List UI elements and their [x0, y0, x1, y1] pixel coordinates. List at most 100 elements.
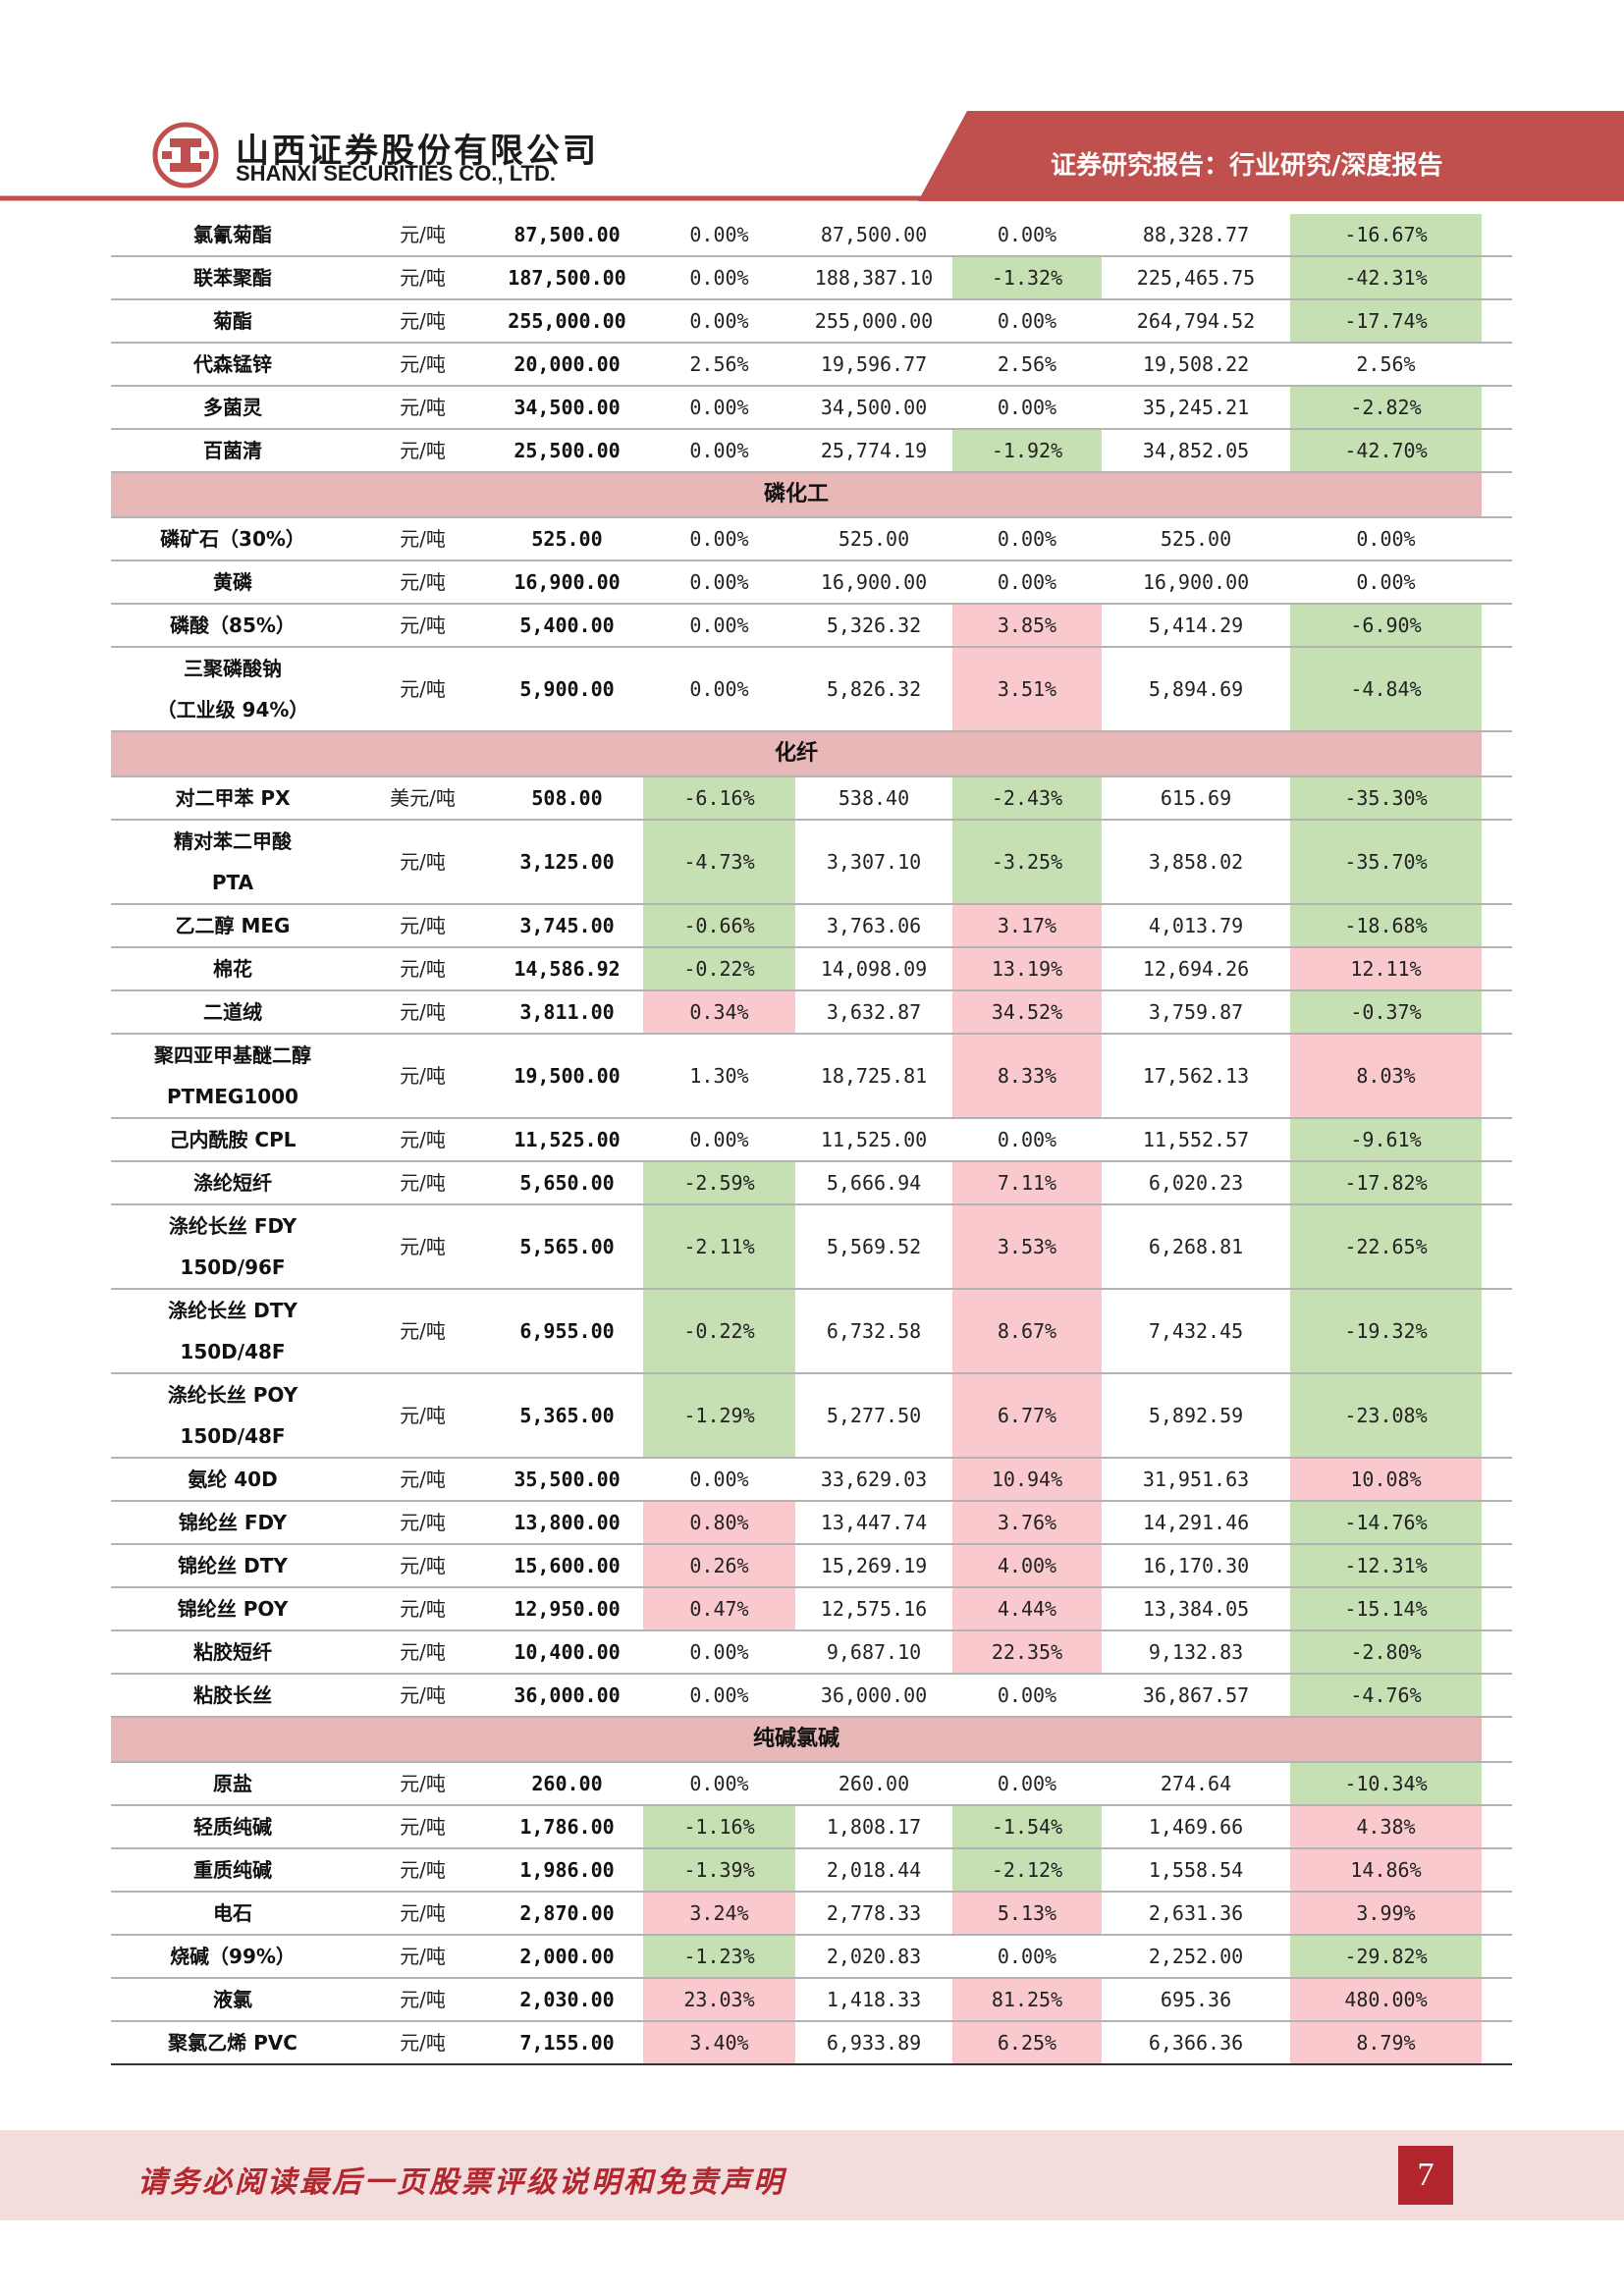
row-pad [1482, 1848, 1512, 1892]
unit-cell: 元/吨 [400, 677, 446, 701]
change-1: 0.00% [689, 677, 749, 701]
product-name: 聚四亚甲基醚二醇 PTMEG1000 [111, 1034, 354, 1118]
value-1: 3,763.06 [826, 914, 922, 937]
value-1: 1,808.17 [826, 1815, 922, 1839]
table-row: 涤纶长丝 DTY 150D/48F 元/吨 6,955.00 -0.22% 6,732.5… [111, 1289, 1512, 1373]
unit-cell: 元/吨 [400, 914, 446, 937]
change-2: 34.52% [952, 990, 1102, 1034]
row-pad [1482, 1978, 1512, 2021]
header-banner [0, 111, 1624, 201]
value-1: 5,277.50 [826, 1404, 922, 1427]
product-name: 联苯聚酯 [193, 266, 272, 290]
latest-price: 525.00 [531, 527, 603, 551]
change-1: -1.29% [643, 1373, 795, 1458]
product-name-line1: 三聚磷酸钠 [184, 657, 282, 680]
change-2: 6.25% [952, 2021, 1102, 2064]
change-3: -19.32% [1290, 1289, 1482, 1373]
change-3: -15.14% [1290, 1587, 1482, 1630]
change-2: 3.51% [952, 647, 1102, 731]
product-name: 原盐 [213, 1772, 252, 1795]
change-2: -1.92% [952, 429, 1102, 472]
latest-price: 15,600.00 [514, 1554, 621, 1577]
value-2: 7,432.45 [1148, 1319, 1244, 1343]
latest-price: 11,525.00 [514, 1128, 621, 1151]
change-1: -2.59% [643, 1161, 795, 1204]
unit-cell: 元/吨 [400, 1554, 446, 1577]
table-row: 棉花 元/吨 14,586.92 -0.22% 14,098.09 13.19% 12,69… [111, 947, 1512, 990]
value-1: 5,569.52 [826, 1235, 922, 1258]
value-1: 14,098.09 [820, 957, 928, 981]
product-name-line1: 精对苯二甲酸 [174, 829, 292, 853]
value-2: 11,552.57 [1142, 1128, 1250, 1151]
change-1: 0.80% [643, 1501, 795, 1544]
change-1: 0.00% [689, 1683, 749, 1707]
table-row: 聚氯乙烯 PVC 元/吨 7,155.00 3.40% 6,933.89 6.25% 6,3… [111, 2021, 1512, 2064]
change-3: -12.31% [1290, 1544, 1482, 1587]
value-1: 2,778.33 [826, 1901, 922, 1925]
section-row: 纯碱氯碱 [111, 1717, 1512, 1762]
change-2: 3.53% [952, 1204, 1102, 1289]
unit-cell: 元/吨 [400, 957, 446, 981]
unit-cell: 元/吨 [400, 1468, 446, 1491]
product-name: 锦纶丝 FDY [178, 1511, 288, 1534]
product-name: 涤纶长丝 DTY 150D/48F [111, 1289, 354, 1373]
value-2: 2,631.36 [1148, 1901, 1244, 1925]
change-1: 0.47% [643, 1587, 795, 1630]
product-name: 电石 [213, 1901, 252, 1925]
row-pad [1482, 647, 1512, 731]
value-2: 615.69 [1160, 786, 1232, 810]
page-header: 山西证券股份有限公司 SHANXI SECURITIES CO., LTD. 证… [0, 0, 1624, 201]
row-pad [1482, 1161, 1512, 1204]
unit-cell: 元/吨 [400, 1171, 446, 1195]
latest-price: 25,500.00 [514, 439, 621, 462]
unit-cell: 元/吨 [400, 2031, 446, 2055]
latest-price: 2,000.00 [519, 1945, 615, 1968]
value-1: 12,575.16 [820, 1597, 928, 1621]
value-2: 2,252.00 [1148, 1945, 1244, 1968]
value-1: 2,020.83 [826, 1945, 922, 1968]
row-pad [1482, 299, 1512, 343]
change-3: -4.84% [1290, 647, 1482, 731]
change-2: 8.67% [952, 1289, 1102, 1373]
value-1: 3,307.10 [826, 850, 922, 874]
product-name: 菊酯 [213, 309, 252, 333]
change-1: 2.56% [689, 352, 749, 376]
table-row: 烧碱（99%） 元/吨 2,000.00 -1.23% 2,020.83 0.00% 2,2… [111, 1935, 1512, 1978]
product-name: 乙二醇 MEG [175, 914, 291, 937]
row-pad [1482, 1034, 1512, 1118]
value-2: 9,132.83 [1148, 1640, 1244, 1664]
row-pad [1482, 604, 1512, 647]
row-pad [1482, 1935, 1512, 1978]
latest-price: 5,565.00 [519, 1235, 615, 1258]
change-2: 7.11% [952, 1161, 1102, 1204]
change-1: -1.16% [643, 1805, 795, 1848]
change-3: -14.76% [1290, 1501, 1482, 1544]
change-1: 0.00% [689, 439, 749, 462]
value-1: 25,774.19 [820, 439, 928, 462]
table-row: 乙二醇 MEG 元/吨 3,745.00 -0.66% 3,763.06 3.17% 4,0… [111, 904, 1512, 947]
row-pad [1482, 1501, 1512, 1544]
value-1: 19,596.77 [820, 352, 928, 376]
company-name-en: SHANXI SECURITIES CO., LTD. [236, 161, 556, 186]
change-3: 12.11% [1290, 947, 1482, 990]
page-number: 7 [1398, 2146, 1453, 2205]
change-1: 0.00% [689, 1128, 749, 1151]
change-2: 6.77% [952, 1373, 1102, 1458]
change-3: -2.82% [1290, 386, 1482, 429]
table-row: 多菌灵 元/吨 34,500.00 0.00% 34,500.00 0.00% 35,245… [111, 386, 1512, 429]
row-pad [1482, 1118, 1512, 1161]
row-pad [1482, 343, 1512, 386]
row-pad [1482, 214, 1512, 256]
change-2: 5.13% [952, 1892, 1102, 1935]
change-1: 0.00% [689, 527, 749, 551]
change-2: 0.00% [997, 1128, 1057, 1151]
latest-price: 12,950.00 [514, 1597, 621, 1621]
change-1: 0.00% [689, 396, 749, 419]
change-1: -4.73% [643, 820, 795, 904]
unit-cell: 元/吨 [400, 309, 446, 333]
change-1: -0.22% [643, 947, 795, 990]
change-2: 8.33% [952, 1034, 1102, 1118]
row-pad [1482, 1587, 1512, 1630]
value-1: 9,687.10 [826, 1640, 922, 1664]
change-3: 10.08% [1290, 1458, 1482, 1501]
